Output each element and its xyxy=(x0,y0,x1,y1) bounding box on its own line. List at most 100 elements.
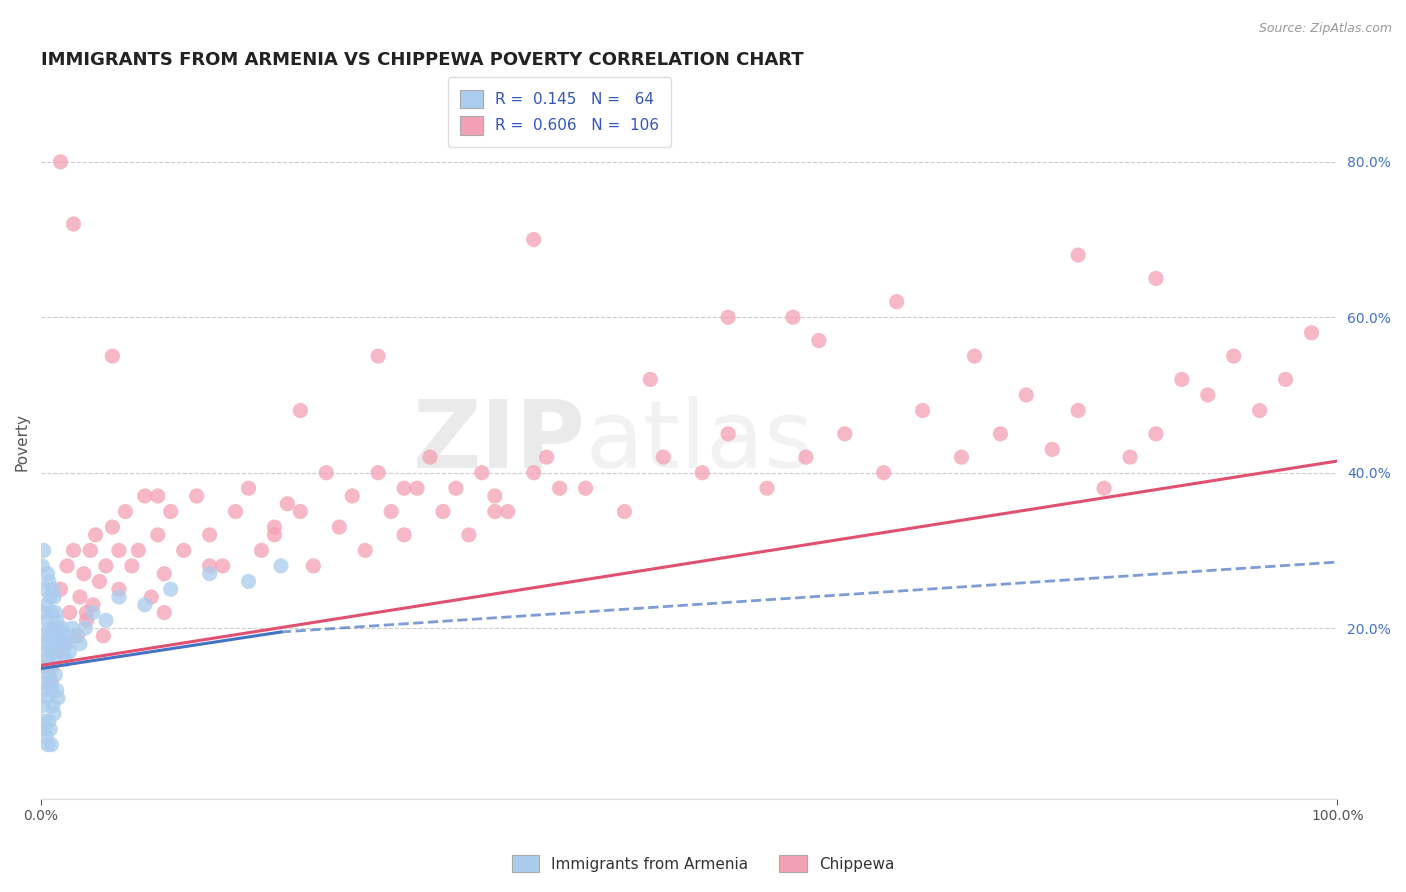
Legend: R =  0.145   N =   64, R =  0.606   N =  106: R = 0.145 N = 64, R = 0.606 N = 106 xyxy=(449,78,672,147)
Point xyxy=(290,504,312,518)
Point xyxy=(134,598,156,612)
Point xyxy=(1015,388,1038,402)
Point xyxy=(153,606,176,620)
Text: IMMIGRANTS FROM ARMENIA VS CHIPPEWA POVERTY CORRELATION CHART: IMMIGRANTS FROM ARMENIA VS CHIPPEWA POVE… xyxy=(41,51,804,69)
Point xyxy=(238,574,260,589)
Point xyxy=(153,566,176,581)
Point xyxy=(108,582,131,597)
Point xyxy=(141,590,163,604)
Point xyxy=(39,675,62,690)
Legend: Immigrants from Armenia, Chippewa: Immigrants from Armenia, Chippewa xyxy=(505,847,901,880)
Point xyxy=(873,466,896,480)
Point xyxy=(782,310,804,325)
Point xyxy=(42,590,65,604)
Point xyxy=(69,590,91,604)
Text: atlas: atlas xyxy=(585,395,814,488)
Point xyxy=(41,683,63,698)
Point xyxy=(41,606,63,620)
Point xyxy=(159,582,181,597)
Point xyxy=(75,621,97,635)
Point xyxy=(354,543,377,558)
Point xyxy=(39,722,62,736)
Point xyxy=(31,660,53,674)
Point xyxy=(32,543,55,558)
Point xyxy=(34,675,56,690)
Point xyxy=(39,590,62,604)
Point xyxy=(37,566,59,581)
Point xyxy=(432,504,454,518)
Point xyxy=(37,652,59,666)
Point xyxy=(1144,426,1167,441)
Point xyxy=(34,629,56,643)
Point xyxy=(84,528,107,542)
Point xyxy=(911,403,934,417)
Point xyxy=(392,528,415,542)
Point xyxy=(276,497,298,511)
Point xyxy=(94,558,117,573)
Point xyxy=(1249,403,1271,417)
Point xyxy=(1092,481,1115,495)
Point xyxy=(37,660,59,674)
Point xyxy=(53,637,76,651)
Point xyxy=(32,606,55,620)
Point xyxy=(41,738,63,752)
Point xyxy=(49,582,72,597)
Point xyxy=(48,629,70,643)
Point xyxy=(44,606,66,620)
Point xyxy=(52,644,75,658)
Point xyxy=(1171,372,1194,386)
Point xyxy=(523,466,546,480)
Point xyxy=(1197,388,1219,402)
Point xyxy=(101,520,124,534)
Point xyxy=(484,504,506,518)
Point xyxy=(60,621,83,635)
Point xyxy=(59,644,82,658)
Y-axis label: Poverty: Poverty xyxy=(15,413,30,471)
Point xyxy=(108,543,131,558)
Point xyxy=(225,504,247,518)
Point xyxy=(988,426,1011,441)
Point xyxy=(79,543,101,558)
Point xyxy=(419,450,441,464)
Point xyxy=(367,466,389,480)
Point xyxy=(717,310,740,325)
Point xyxy=(1222,349,1244,363)
Point xyxy=(62,217,84,231)
Point xyxy=(807,334,830,348)
Point xyxy=(35,683,58,698)
Point xyxy=(41,644,63,658)
Text: Source: ZipAtlas.com: Source: ZipAtlas.com xyxy=(1258,22,1392,36)
Point xyxy=(159,504,181,518)
Point xyxy=(1067,403,1090,417)
Point xyxy=(392,481,415,495)
Point xyxy=(45,683,67,698)
Point xyxy=(1040,442,1063,457)
Point xyxy=(146,528,169,542)
Point xyxy=(640,372,662,386)
Point xyxy=(146,489,169,503)
Point xyxy=(35,637,58,651)
Point xyxy=(32,644,55,658)
Point xyxy=(63,629,86,643)
Point xyxy=(342,489,364,503)
Point xyxy=(1144,271,1167,285)
Point xyxy=(471,466,494,480)
Point xyxy=(101,349,124,363)
Point xyxy=(496,504,519,518)
Point xyxy=(38,574,60,589)
Point xyxy=(263,520,285,534)
Point xyxy=(91,629,114,643)
Point xyxy=(38,667,60,681)
Point xyxy=(717,426,740,441)
Point xyxy=(1119,450,1142,464)
Point xyxy=(1274,372,1296,386)
Point xyxy=(548,481,571,495)
Point xyxy=(963,349,986,363)
Point xyxy=(53,637,76,651)
Point xyxy=(574,481,596,495)
Point xyxy=(444,481,467,495)
Point xyxy=(1301,326,1323,340)
Point xyxy=(73,566,96,581)
Point xyxy=(380,504,402,518)
Point xyxy=(523,233,546,247)
